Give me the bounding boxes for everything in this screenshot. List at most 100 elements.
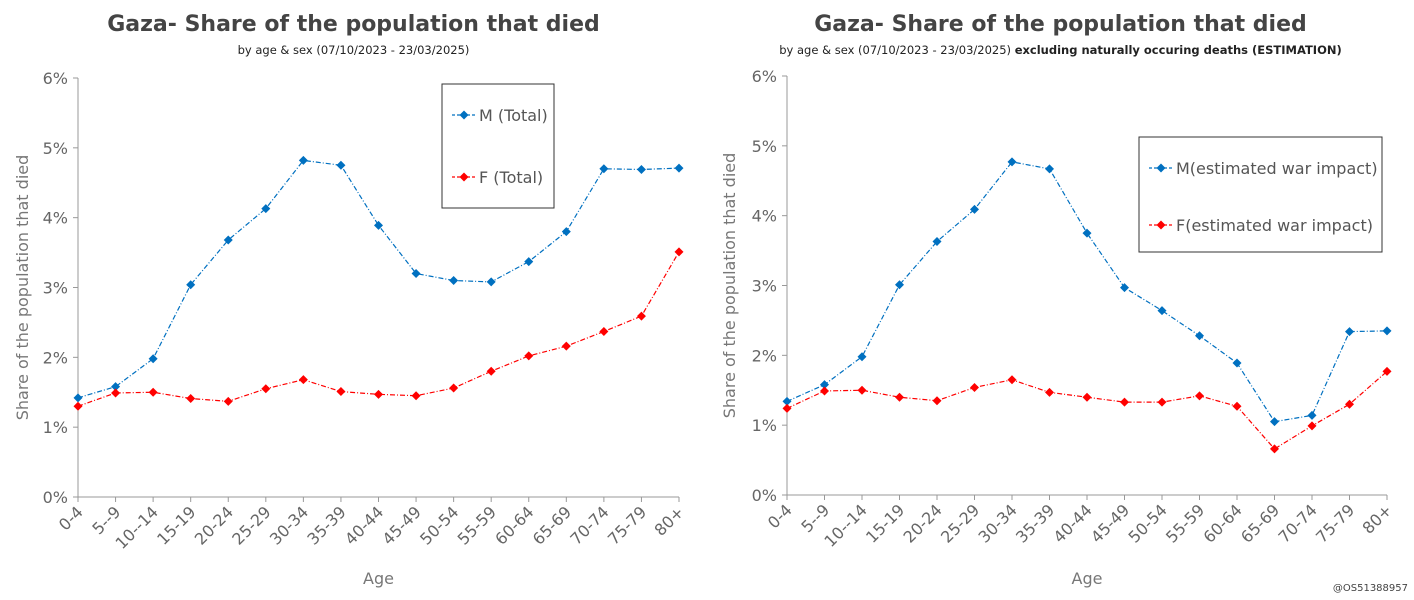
legend-marker bbox=[459, 110, 469, 120]
data-point bbox=[148, 354, 158, 364]
data-point bbox=[186, 394, 196, 404]
data-point bbox=[336, 160, 346, 170]
data-point bbox=[374, 389, 383, 399]
y-tick-label: 0% bbox=[43, 488, 68, 507]
y-axis-title: Share of the population that died bbox=[13, 155, 32, 421]
x-tick-label: 80+ bbox=[1359, 500, 1396, 537]
data-point bbox=[1195, 391, 1204, 401]
data-point bbox=[1195, 331, 1204, 341]
y-tick-label: 0% bbox=[752, 486, 777, 505]
data-point bbox=[932, 237, 942, 247]
data-point bbox=[411, 391, 421, 401]
data-point bbox=[970, 382, 979, 392]
x-tick-label: 40-44 bbox=[1050, 500, 1096, 546]
x-tick-label: 60-64 bbox=[1200, 500, 1246, 546]
subtitle-bold-text: excluding naturally occuring deaths (EST… bbox=[1014, 43, 1342, 57]
y-axis-title: Share of the population that died bbox=[720, 153, 739, 419]
y-tick-label: 3% bbox=[752, 277, 777, 296]
data-point bbox=[561, 341, 571, 351]
chart-title: Gaza- Share of the population that died bbox=[107, 12, 600, 37]
x-tick-label: 15-19 bbox=[153, 502, 199, 548]
x-tick-label: 10--14 bbox=[820, 500, 870, 550]
x-tick-label: 25-29 bbox=[937, 500, 983, 546]
data-point bbox=[374, 220, 383, 230]
x-tick-label: 0-4 bbox=[764, 500, 796, 532]
data-point bbox=[636, 311, 646, 321]
x-axis-title: Age bbox=[363, 569, 394, 588]
data-point bbox=[411, 269, 421, 279]
data-point bbox=[1270, 417, 1279, 427]
legend-label: M (Total) bbox=[479, 106, 548, 125]
data-point bbox=[674, 163, 684, 173]
legend-label: F (Total) bbox=[479, 168, 543, 187]
chart-title: Gaza- Share of the population that died bbox=[814, 12, 1307, 37]
data-point bbox=[486, 366, 496, 376]
data-point bbox=[970, 204, 979, 214]
data-point bbox=[636, 164, 646, 174]
x-tick-label: 45-49 bbox=[379, 502, 425, 548]
data-point bbox=[111, 382, 121, 392]
data-point bbox=[524, 257, 534, 267]
data-point bbox=[1157, 397, 1167, 407]
data-point bbox=[1307, 421, 1317, 431]
data-point bbox=[782, 396, 792, 406]
data-point bbox=[261, 204, 271, 214]
plot-area: 0%1%2%3%4%5%6%0-4 5--910--1415-1920-2425-… bbox=[13, 69, 688, 588]
x-tick-label: 10--14 bbox=[112, 502, 162, 552]
data-point bbox=[148, 387, 158, 397]
x-tick-label: 30-34 bbox=[266, 502, 312, 548]
legend-label: M(estimated war impact) bbox=[1176, 159, 1378, 178]
data-point bbox=[1082, 392, 1092, 402]
data-point bbox=[1345, 399, 1354, 409]
data-point bbox=[1382, 326, 1392, 336]
data-point bbox=[449, 276, 459, 286]
data-point bbox=[857, 352, 867, 362]
y-tick-label: 6% bbox=[43, 69, 68, 88]
x-tick-label: 60-64 bbox=[491, 502, 537, 548]
chart-estimated: Gaza- Share of the population that died … bbox=[707, 0, 1414, 600]
legend-box bbox=[1138, 136, 1383, 253]
y-tick-label: 2% bbox=[43, 348, 68, 367]
data-point bbox=[895, 280, 904, 290]
data-point bbox=[1007, 375, 1017, 385]
data-point bbox=[782, 403, 792, 413]
x-tick-label: 35-39 bbox=[1012, 500, 1058, 546]
x-tick-label: 65-69 bbox=[529, 502, 575, 548]
x-tick-label: 35-39 bbox=[303, 502, 349, 548]
data-point bbox=[1345, 327, 1354, 337]
x-tick-label: 55-59 bbox=[1162, 500, 1208, 546]
legend-box bbox=[441, 83, 555, 209]
data-point bbox=[674, 247, 684, 257]
data-point bbox=[73, 401, 83, 411]
legend-marker bbox=[1156, 163, 1166, 173]
data-point bbox=[73, 393, 83, 403]
y-tick-label: 4% bbox=[752, 207, 777, 226]
subtitle-text: by age & sex (07/10/2023 - 23/03/2025) bbox=[779, 43, 1015, 57]
data-point bbox=[1232, 401, 1242, 411]
x-axis-title: Age bbox=[1072, 569, 1103, 588]
x-tick-label: 20-24 bbox=[900, 500, 946, 546]
data-point bbox=[1045, 164, 1054, 174]
data-point bbox=[1045, 387, 1054, 397]
y-tick-label: 5% bbox=[752, 137, 777, 156]
x-tick-label: 15-19 bbox=[862, 500, 908, 546]
y-tick-label: 3% bbox=[43, 279, 68, 298]
series-line bbox=[786, 370, 1388, 450]
data-point bbox=[820, 380, 829, 390]
x-tick-label: 75-79 bbox=[1312, 500, 1358, 546]
chart-subtitle: by age & sex (07/10/2023 - 23/03/2025) bbox=[0, 43, 707, 57]
data-point bbox=[599, 326, 609, 336]
data-point bbox=[561, 227, 571, 237]
x-tick-label: 65-69 bbox=[1237, 500, 1283, 546]
x-tick-label: 25-29 bbox=[228, 502, 274, 548]
x-tick-label: 40-44 bbox=[341, 502, 387, 548]
data-point bbox=[223, 396, 233, 406]
x-tick-label: 0-4 bbox=[55, 502, 87, 534]
x-tick-label: 50-54 bbox=[1125, 500, 1171, 546]
y-tick-label: 2% bbox=[752, 346, 777, 365]
legend-marker bbox=[1156, 220, 1166, 230]
plot-area: 0%1%2%3%4%5%6%0-4 5--910--1415-1920-2425-… bbox=[720, 67, 1396, 588]
x-tick-label: 75-79 bbox=[604, 502, 650, 548]
data-point bbox=[298, 155, 308, 165]
data-point bbox=[599, 164, 609, 174]
